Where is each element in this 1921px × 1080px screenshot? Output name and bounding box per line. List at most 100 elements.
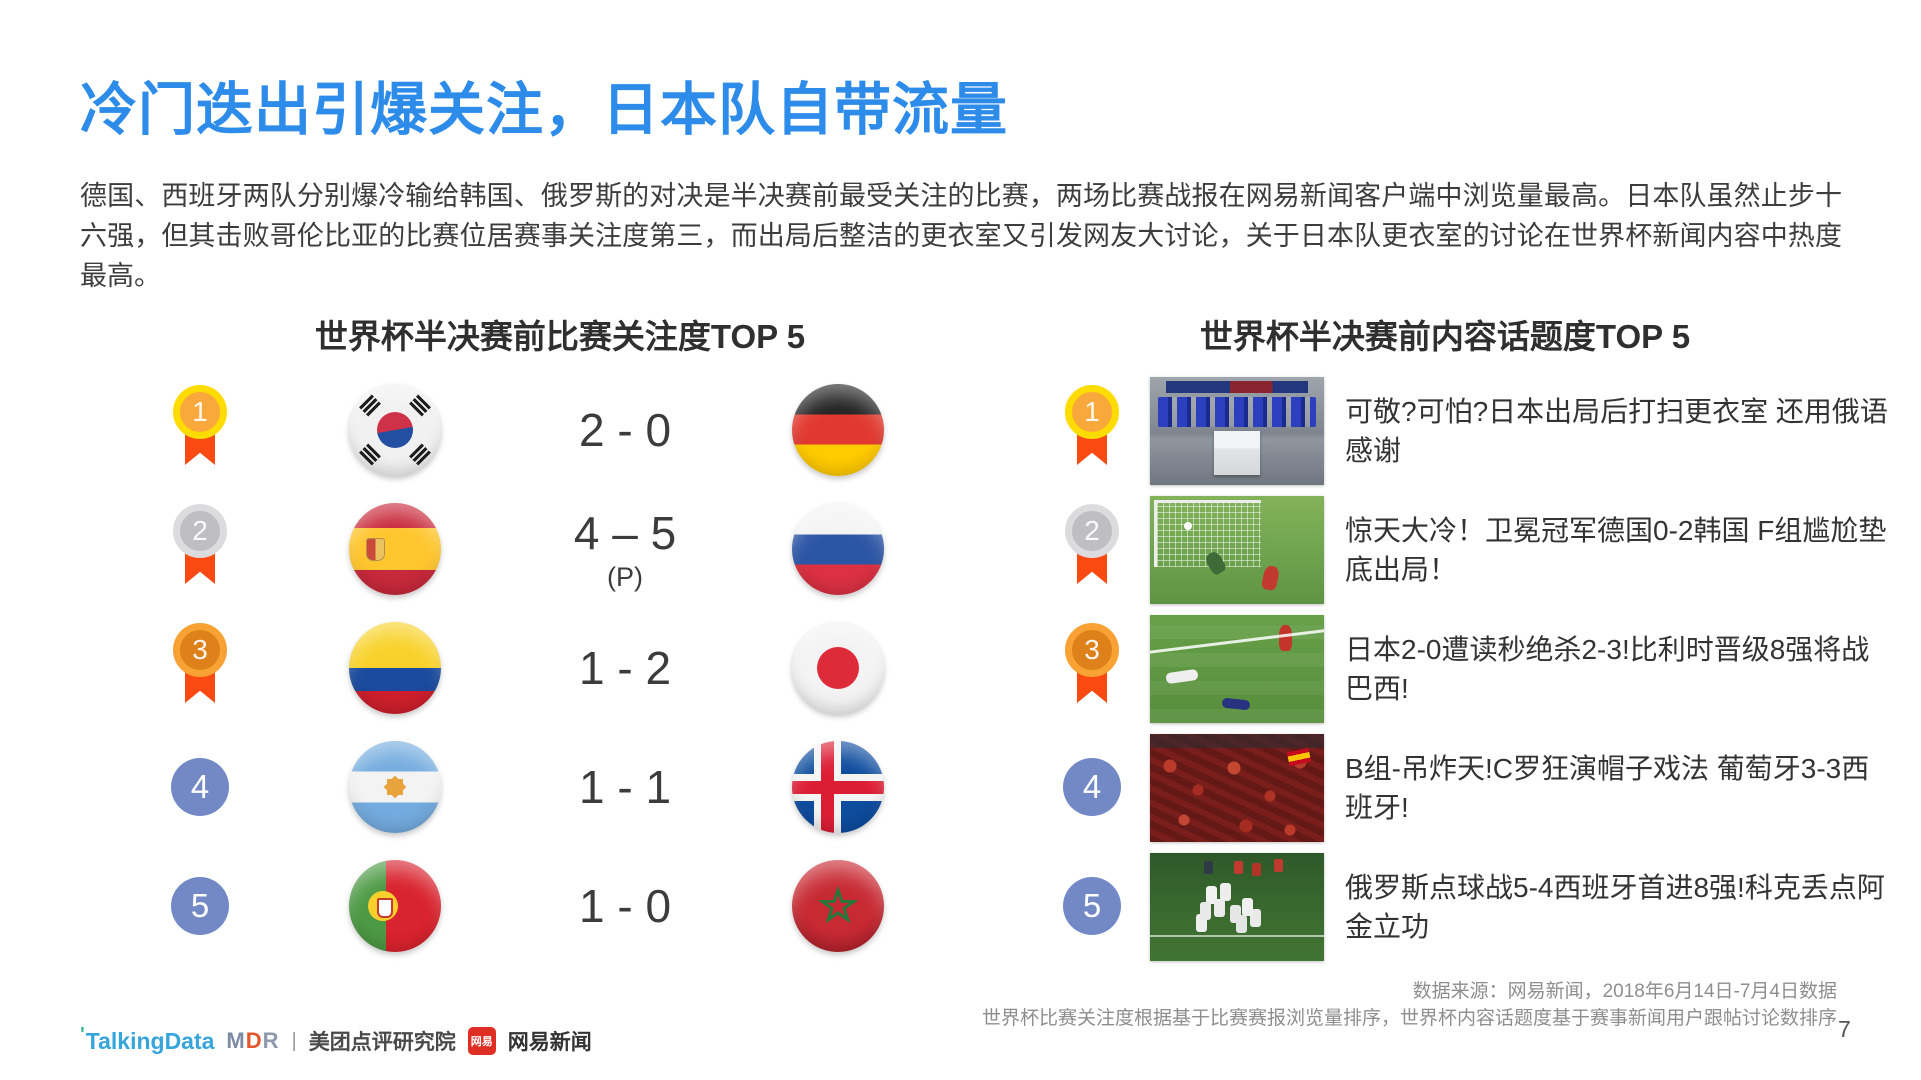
rank-number: 5: [1082, 887, 1102, 924]
rank-number: 1: [1084, 396, 1100, 427]
rank-number: 2: [192, 515, 208, 546]
match-score: 1 - 2: [578, 641, 672, 694]
score-cell: 2 - 0: [579, 371, 671, 490]
away-flag-cell: [792, 622, 884, 714]
gold-medal-icon: 1: [1065, 385, 1119, 439]
data-source-line1: 数据来源：网易新闻，2018年6月14日-7月4日数据: [1412, 981, 1837, 1002]
home-flag-cell: [349, 384, 441, 476]
rank-number: 1: [192, 396, 208, 427]
silver-medal-icon: 2: [1065, 504, 1119, 558]
mdr-logo: M D R: [226, 1028, 279, 1054]
footer-logos: ' TalkingData M D R | 美团点评研究院 网易 网易新闻: [80, 1024, 592, 1058]
away-flag-cell: [792, 860, 884, 952]
news-headline: B组-吊炸天!C罗狂演帽子戏法 葡萄牙3-3西班牙!: [1345, 752, 1870, 823]
rank-circle-icon: 4: [1063, 758, 1121, 816]
page-title: 冷门迭出引爆关注，日本队自带流量: [80, 78, 1008, 142]
rank-medal-gold: 1: [165, 385, 235, 485]
rank-number: 3: [1084, 634, 1100, 665]
rank-medal-bronze: 3: [165, 623, 235, 723]
thumb-korea-germany-goal: [1150, 496, 1324, 604]
away-flag-cell: [792, 741, 884, 833]
match-row-1: 1 2 - 0: [0, 371, 1921, 490]
rank-circle-icon: 4: [171, 758, 229, 816]
match-score: 2 - 0: [578, 403, 672, 456]
player-red: [1260, 564, 1281, 592]
home-flag-cell: [349, 503, 441, 595]
home-flag-cell: [349, 860, 441, 952]
spain-mini-flag: [1286, 747, 1312, 767]
score-cell: 1 - 1: [579, 728, 671, 847]
bronze-medal-icon: 3: [173, 623, 227, 677]
mdr-letter-d: D: [245, 1028, 263, 1053]
data-source-note: 数据来源：网易新闻，2018年6月14日-7月4日数据 世界杯比赛关注度根据基于…: [982, 978, 1837, 1032]
left-section-title: 世界杯半决赛前比赛关注度TOP 5: [314, 318, 806, 355]
germany-flag-icon: [792, 384, 884, 476]
penalty-note: (P): [607, 562, 643, 592]
match-row-4: 4 1 - 1: [0, 728, 1921, 847]
south-korea-flag-icon: [349, 384, 441, 476]
bronze-medal-icon: 3: [1065, 623, 1119, 677]
home-flag-cell: [349, 741, 441, 833]
rank-circle-icon: 5: [1063, 877, 1121, 935]
news-headline: 俄罗斯点球战5-4西班牙首进8强!科克丢点阿金立功: [1345, 871, 1885, 942]
rank-medal-silver: 2: [1057, 504, 1127, 604]
logo-divider: |: [291, 1029, 297, 1052]
goalkeeper-green: [1203, 549, 1228, 577]
talkingdata-tick-icon: ': [80, 1023, 85, 1046]
mdr-letter-m: M: [226, 1028, 246, 1053]
morocco-flag-icon: [792, 860, 884, 952]
rank-circle-5: 5: [1057, 861, 1127, 961]
match-row-2: 2 4 – 5 (P): [0, 490, 1921, 609]
netease-app-icon: 网易: [467, 1027, 496, 1055]
news-row-4: 4 B组-吊炸天!C罗狂演帽子戏法 葡萄牙3-3西班牙!: [0, 728, 1921, 847]
pentagram-star-icon: [818, 886, 858, 924]
news-row-1: 1 可敬?可怕?日本出局后打扫更衣室 还用俄语感谢: [0, 371, 1921, 490]
rank-number: 3: [192, 634, 208, 665]
player-white-lying: [1165, 668, 1199, 685]
argentina-flag-icon: [349, 741, 441, 833]
away-flag-cell: [792, 503, 884, 595]
score-cell: 1 - 0: [579, 847, 671, 966]
news-row-5: 5 俄罗斯点球战5-4西班牙首进8强!科克丢点阿金立功: [0, 847, 1921, 966]
rank-medal-gold: 1: [1057, 385, 1127, 485]
thumb-japan-locker-room: [1150, 377, 1324, 485]
rank-circle-5: 5: [165, 861, 235, 961]
players-red-group: [1234, 861, 1243, 874]
rank-circle-4: 4: [165, 742, 235, 842]
intro-paragraph: 德国、西班牙两队分别爆冷输给韩国、俄罗斯的对决是半决赛前最受关注的比赛，两场比赛…: [80, 181, 1842, 291]
home-flag-cell: [349, 622, 441, 714]
page-number: 7: [1838, 1016, 1851, 1042]
match-score: 1 - 0: [578, 879, 672, 932]
player-blue-lying: [1221, 697, 1251, 711]
talkingdata-wordmark: TalkingData: [85, 1027, 215, 1054]
rank-number: 5: [190, 887, 210, 924]
news-headline: 可敬?可怕?日本出局后打扫更衣室 还用俄语感谢: [1345, 395, 1888, 466]
thumb-red-fans-crowd: [1150, 734, 1324, 842]
football: [1184, 522, 1192, 530]
talkingdata-logo: ' TalkingData: [80, 1023, 215, 1055]
gold-medal-icon: 1: [173, 385, 227, 439]
thumb-players-down: [1150, 615, 1324, 723]
match-row-5: 5 1 - 0: [0, 847, 1921, 966]
silver-medal-icon: 2: [173, 504, 227, 558]
spain-flag-icon: [349, 503, 441, 595]
rank-number: 4: [190, 768, 210, 805]
news-headline: 惊天大冷！卫冕冠军德国0-2韩国 F组尴尬垫底出局！: [1345, 514, 1887, 585]
right-section-title: 世界杯半决赛前内容话题度TOP 5: [1199, 318, 1691, 355]
meituan-research-label: 美团点评研究院: [308, 1031, 456, 1054]
match-score: 4 – 5: [573, 507, 677, 559]
score-cell: 4 – 5 (P): [574, 490, 676, 609]
data-source-line2: 世界杯比赛关注度根据基于比赛赛报浏览量排序，世界杯内容话题度基于赛事新闻用户跟帖…: [981, 1008, 1837, 1029]
news-row-2: 2 惊天大冷！卫冕冠军德国0-2韩国 F组尴尬垫底出局！: [0, 490, 1921, 609]
portugal-flag-icon: [349, 860, 441, 952]
iceland-flag-icon: [792, 741, 884, 833]
rank-medal-bronze: 3: [1057, 623, 1127, 723]
russia-flag-icon: [792, 503, 884, 595]
japan-flag-icon: [792, 622, 884, 714]
match-row-3: 3 1 - 2: [0, 609, 1921, 728]
match-score: 1 - 1: [578, 760, 672, 813]
mdr-letter-r: R: [262, 1028, 280, 1053]
rank-number: 2: [1084, 515, 1100, 546]
locker-table: [1214, 431, 1260, 475]
